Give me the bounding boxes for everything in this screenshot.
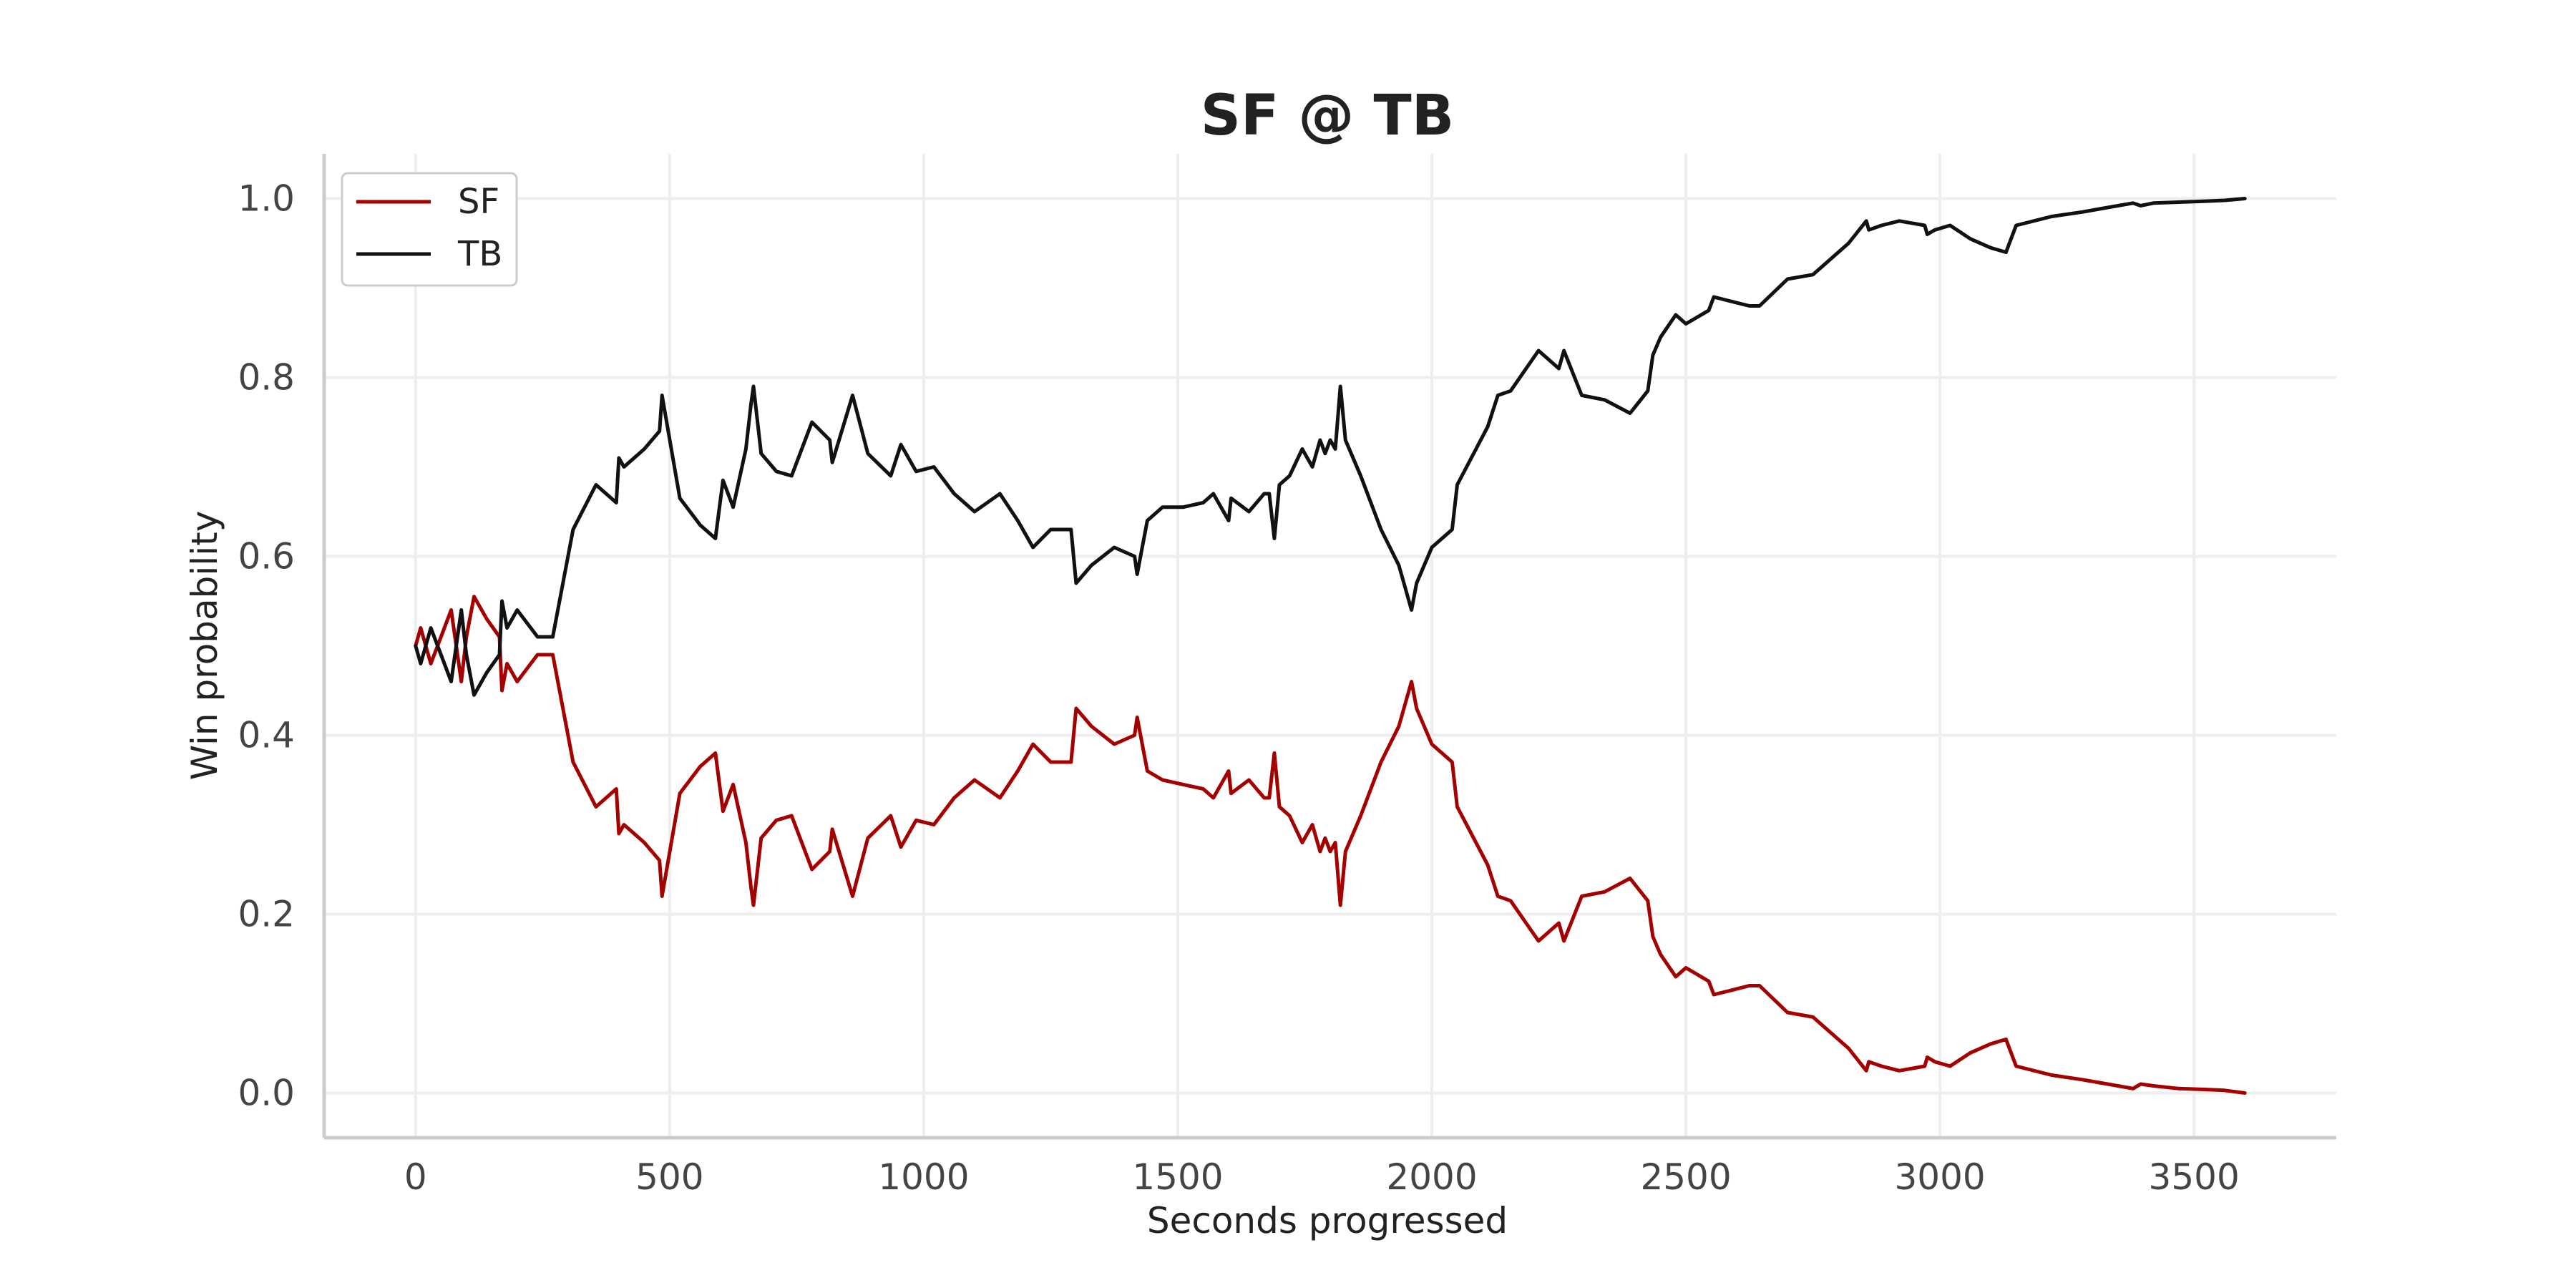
- x-tick-label: 2000: [1386, 1156, 1477, 1198]
- x-tick-label: 1000: [878, 1156, 969, 1198]
- y-axis-label: Win probability: [184, 511, 225, 781]
- axis-spines: [322, 154, 2336, 1140]
- y-tick-label: 1.0: [238, 178, 295, 220]
- x-tick-label: 500: [635, 1156, 703, 1198]
- y-tick-label: 0.4: [238, 715, 295, 756]
- x-axis-label: Seconds progressed: [1147, 1200, 1508, 1241]
- y-tick-label: 0.0: [238, 1073, 295, 1114]
- y-tick-labels: 0.0 0.2 0.4 0.6 0.8 1.0: [238, 178, 295, 1114]
- x-tick-labels: 0 500 1000 1500 2000 2500 3000 3500: [404, 1156, 2240, 1198]
- x-tick-label: 3500: [2149, 1156, 2240, 1198]
- y-tick-label: 0.2: [238, 894, 295, 935]
- x-tick-label: 1500: [1132, 1156, 1223, 1198]
- grid-lines: [324, 154, 2336, 1138]
- series-lines: [414, 197, 2247, 1095]
- x-tick-label: 2500: [1640, 1156, 1731, 1198]
- series-line-sf: [414, 595, 2247, 1095]
- x-tick-label: 0: [404, 1156, 427, 1198]
- series-line-tb: [414, 197, 2247, 697]
- legend-label-sf: SF: [458, 182, 499, 222]
- chart-title: SF @ TB: [1201, 84, 1454, 148]
- legend-label-tb: TB: [457, 234, 502, 274]
- y-tick-label: 0.8: [238, 357, 295, 399]
- legend: SF TB: [341, 172, 518, 287]
- y-tick-label: 0.6: [238, 536, 295, 577]
- x-tick-label: 3000: [1894, 1156, 1985, 1198]
